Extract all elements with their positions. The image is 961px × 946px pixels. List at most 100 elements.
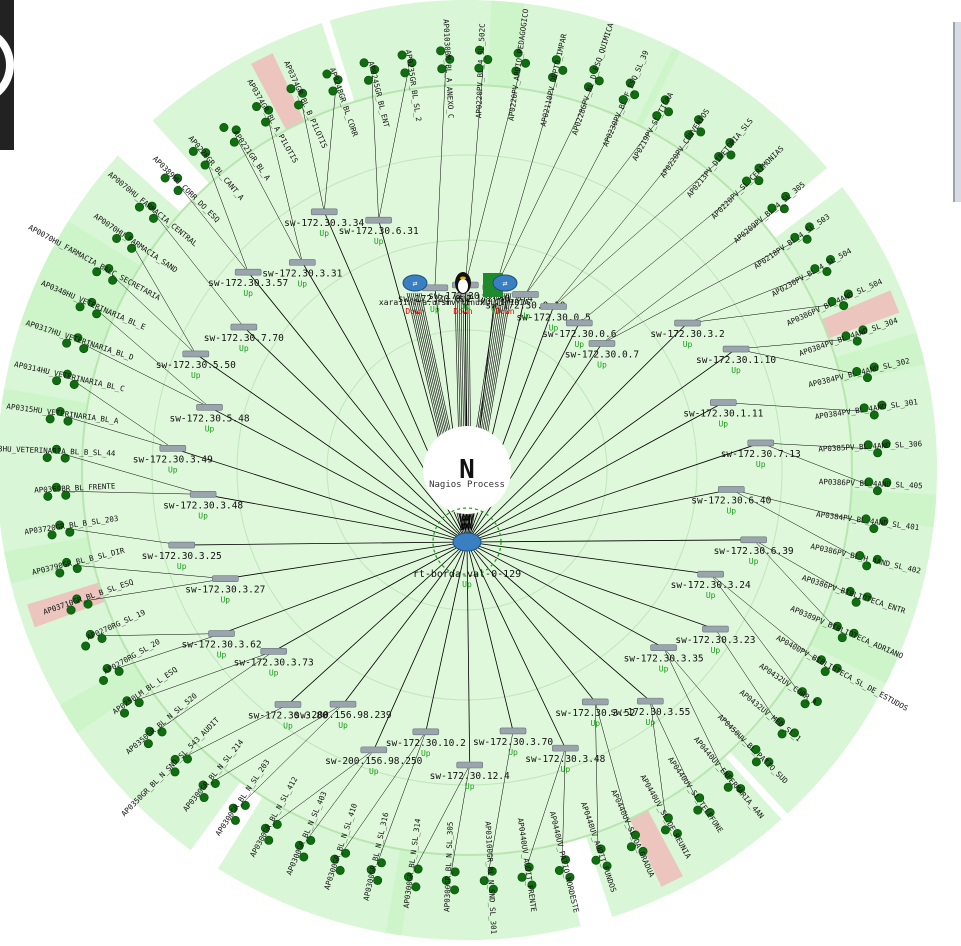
access-point-icon [869, 362, 879, 372]
access-point-icon [832, 621, 842, 631]
access-point-icon [359, 58, 369, 68]
switch-label: sw-172.30.0.2 [398, 294, 472, 305]
access-point-icon [61, 490, 71, 500]
switch-status: Up [683, 340, 693, 349]
access-point-icon [879, 516, 889, 526]
ap-link [753, 539, 839, 632]
switch-node[interactable]: sw-172.30.10.2Up [386, 728, 466, 758]
ap-link [235, 137, 303, 263]
switch-label: sw-172.30.3.49 [133, 454, 213, 465]
access-point-icon [147, 201, 157, 211]
nagios-process-node[interactable]: N Nagios Process [423, 426, 511, 514]
access-point-icon [306, 835, 316, 845]
ap-link [553, 156, 724, 307]
switch-label: sw-172.30.3.62 [181, 640, 261, 651]
switch-node[interactable]: sw-172.30.0.6Up [542, 319, 617, 349]
core-router-node[interactable]: rt-borda-val-0-129 Up [413, 507, 521, 589]
access-point-icon [800, 699, 810, 709]
switch-status: Up [590, 719, 600, 728]
switch-node[interactable]: sw-172.30.0.5Up [516, 303, 591, 332]
access-point-icon [322, 69, 332, 79]
access-point-icon [626, 842, 636, 852]
access-point-icon [134, 202, 144, 212]
access-point-icon [583, 82, 593, 92]
switch-node[interactable]: sw-172.30.3.2Up [650, 319, 725, 349]
switch-icon [189, 491, 217, 498]
switch-label: sw-172.30.1.10 [696, 355, 776, 366]
access-point-icon [872, 554, 882, 564]
access-point-icon [837, 633, 847, 643]
switch-node[interactable]: sw-172.30.0.2Up [398, 284, 472, 314]
access-point-icon [881, 439, 891, 449]
access-point-icon [843, 289, 853, 299]
switch-label: sw-172.30.3.31 [262, 268, 342, 279]
switch-status: Up [191, 371, 201, 380]
switch-icon [456, 761, 484, 769]
switch-label: sw-172.30.3.34 [284, 218, 364, 229]
switch-icon [565, 319, 593, 327]
switch-status: Up [731, 366, 741, 375]
switch-label: sw-172.30.7.70 [204, 333, 284, 344]
switch-label: sw-172.30.3.52 [555, 708, 635, 719]
ap-link [465, 65, 484, 286]
access-point-icon [724, 770, 734, 780]
switch-status: Up [711, 646, 721, 655]
access-point-icon [122, 696, 132, 706]
ap-link [131, 243, 196, 355]
access-point-icon [726, 150, 736, 160]
router-icon [452, 532, 482, 552]
switch-label: sw-172.30.0.6 [542, 329, 617, 340]
uplink [466, 348, 737, 543]
center-hosts-layer: ⇄xara.infra.ufsmDownsrv-linuxDown⇄MULTIM… [379, 272, 529, 316]
access-point-icon [441, 875, 451, 885]
access-point-icon [42, 453, 52, 463]
switch-node[interactable]: sw-172.30.12.4Up [430, 761, 510, 791]
access-point-icon [299, 852, 309, 862]
access-point-icon [260, 823, 270, 833]
switch-status: Up [749, 557, 759, 566]
switch-icon [740, 536, 767, 544]
access-point-icon [92, 267, 102, 277]
access-point-icon [864, 477, 874, 487]
access-point-icon [845, 586, 855, 596]
access-point-icon [411, 882, 421, 892]
access-point-icon [663, 813, 673, 823]
switch-icon [697, 570, 724, 578]
switch-label: sw-200.156.98.250 [325, 756, 423, 767]
switch-icon [234, 268, 262, 276]
switch-status: Up [508, 748, 518, 757]
switch-node[interactable]: sw-172.30.0.7Up [565, 340, 639, 369]
